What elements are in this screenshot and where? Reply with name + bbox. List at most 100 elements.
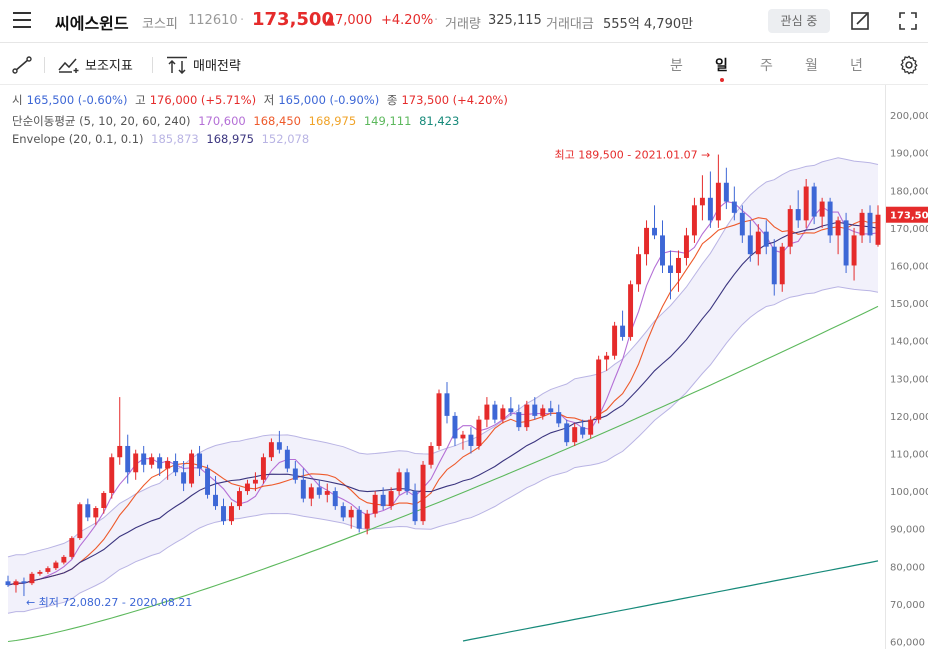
candle (189, 449, 195, 488)
ma10-value: 168,450 (253, 114, 301, 128)
candle (580, 419, 586, 439)
y-tick-label: 70,000 (890, 600, 925, 611)
watchlist-button[interactable]: 관심 중 (768, 9, 830, 33)
period-day[interactable]: 일 (715, 58, 728, 74)
candle (620, 310, 626, 341)
price-change-pct: +4.20% (381, 13, 434, 28)
y-tick-label: 100,000 (890, 487, 928, 498)
env-mid-value: 168,975 (206, 132, 254, 146)
candle (292, 461, 298, 484)
candle (636, 246, 642, 292)
candle (21, 577, 27, 597)
candle (492, 400, 498, 424)
candle (604, 351, 610, 371)
menu-icon[interactable] (13, 12, 31, 28)
period-week[interactable]: 주 (760, 58, 773, 74)
candle (755, 224, 761, 266)
candle (875, 205, 881, 247)
candle (819, 197, 825, 228)
stock-name: 씨에스윈드 (55, 14, 129, 33)
candle (436, 389, 442, 450)
candle (173, 453, 179, 477)
indicator-icon (58, 58, 79, 73)
candle (213, 476, 218, 510)
price-axis-divider (885, 85, 886, 649)
candle (859, 209, 865, 243)
candle (731, 186, 737, 221)
toolbar-divider (152, 57, 153, 73)
envelope-upper-line (7, 157, 879, 558)
candle (77, 502, 83, 540)
candle (476, 415, 482, 450)
candle (348, 506, 354, 529)
candle (540, 404, 546, 420)
candle (787, 205, 793, 255)
candle (53, 560, 59, 571)
candle (380, 487, 386, 510)
env-upper-value: 185,873 (151, 132, 199, 146)
candle (867, 205, 873, 243)
amount-value: 555억 4,790만 (603, 17, 694, 32)
candle (572, 423, 578, 446)
candle (252, 472, 258, 492)
candle (125, 434, 131, 484)
candle (524, 400, 530, 431)
candle (691, 197, 697, 243)
strategy-button[interactable]: 매매전략 (166, 55, 241, 74)
close-value: 173,500 (+4.20%) (401, 93, 508, 107)
candle (412, 483, 418, 525)
y-tick-label: 180,000 (890, 186, 928, 197)
candle (101, 491, 107, 514)
candle (324, 483, 330, 503)
y-tick-label: 80,000 (890, 562, 925, 573)
candle (851, 227, 857, 281)
indicator-button[interactable]: 보조지표 (58, 55, 133, 74)
ma-label: 단순이동평균 (5, 10, 20, 60, 240) (12, 114, 191, 128)
candle (149, 453, 155, 469)
candle (244, 479, 250, 495)
candle (181, 461, 187, 492)
candle (229, 502, 234, 525)
candle (763, 220, 769, 255)
period-year[interactable]: 년 (850, 58, 863, 74)
ma240-line (462, 560, 879, 642)
candle (260, 453, 266, 484)
candle (316, 479, 322, 499)
draw-line-icon[interactable] (12, 56, 32, 74)
candle (93, 506, 99, 525)
candle (747, 220, 753, 262)
open-label: 시 (12, 93, 23, 107)
ma240-value: 81,423 (419, 114, 460, 128)
candle (683, 227, 689, 266)
low-annotation: ← 최저 72,080.27 - 2020.08.21 (26, 596, 192, 609)
open-value: 165,500 (-0.60%) (26, 93, 128, 107)
candle (803, 179, 809, 228)
candle (612, 321, 618, 360)
candle (660, 220, 665, 273)
gear-icon[interactable] (898, 54, 920, 76)
candle (13, 579, 19, 593)
edit-icon[interactable] (850, 11, 870, 31)
period-month[interactable]: 월 (805, 58, 818, 74)
fullscreen-icon[interactable] (898, 11, 918, 31)
candle (5, 575, 11, 587)
candle (811, 182, 817, 225)
candle (468, 427, 474, 454)
candle (340, 502, 346, 522)
current-price: 173,500 (252, 9, 334, 30)
y-tick-label: 200,000 (890, 111, 928, 122)
candle (707, 171, 713, 228)
candlestick-chart[interactable]: 200,000 190,000 180,000 170,000 160,000 150,0… (0, 85, 928, 649)
candle (197, 445, 203, 477)
period-minute[interactable]: 분 (670, 58, 683, 74)
candle (508, 397, 514, 416)
envelope-lower-line (7, 286, 879, 614)
candle (157, 453, 163, 477)
ma60-value: 149,111 (363, 114, 412, 128)
y-tick-label: 90,000 (890, 525, 925, 536)
candle (117, 397, 123, 465)
candle (308, 483, 314, 507)
candle (675, 250, 681, 292)
candle (141, 445, 147, 473)
candle (332, 487, 338, 510)
